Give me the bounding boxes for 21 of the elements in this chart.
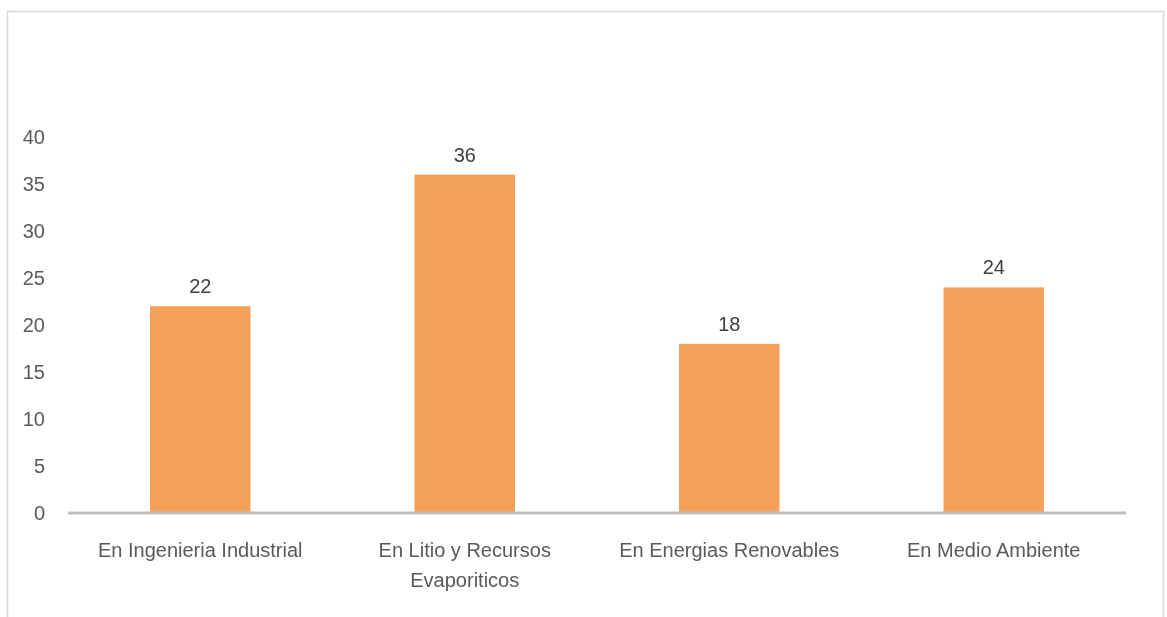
bar xyxy=(679,343,780,513)
y-tick-label: 5 xyxy=(33,455,45,477)
data-label: 36 xyxy=(453,143,476,166)
y-tick-label: 10 xyxy=(22,408,45,430)
y-tick-label: 25 xyxy=(22,267,45,289)
y-tick-label: 0 xyxy=(33,502,45,524)
bar xyxy=(943,287,1045,513)
x-tick-label: En Energias Renovables xyxy=(619,539,840,561)
bar xyxy=(150,306,251,513)
y-tick-label: 35 xyxy=(22,173,45,195)
data-label: 22 xyxy=(189,275,212,298)
y-tick-label: 20 xyxy=(22,314,45,336)
x-tick-label: En Litio y Recursos Evaporiticos xyxy=(378,539,551,591)
y-tick-label: 30 xyxy=(22,220,45,242)
y-tick-label: 15 xyxy=(22,361,45,383)
data-label: 18 xyxy=(718,312,741,335)
x-tick-label: En Medio Ambiente xyxy=(907,539,1081,561)
bar xyxy=(414,174,516,513)
x-tick-label: En Ingenieria Industrial xyxy=(97,539,303,561)
data-label: 24 xyxy=(982,256,1005,279)
y-tick-label: 40 xyxy=(22,126,45,148)
